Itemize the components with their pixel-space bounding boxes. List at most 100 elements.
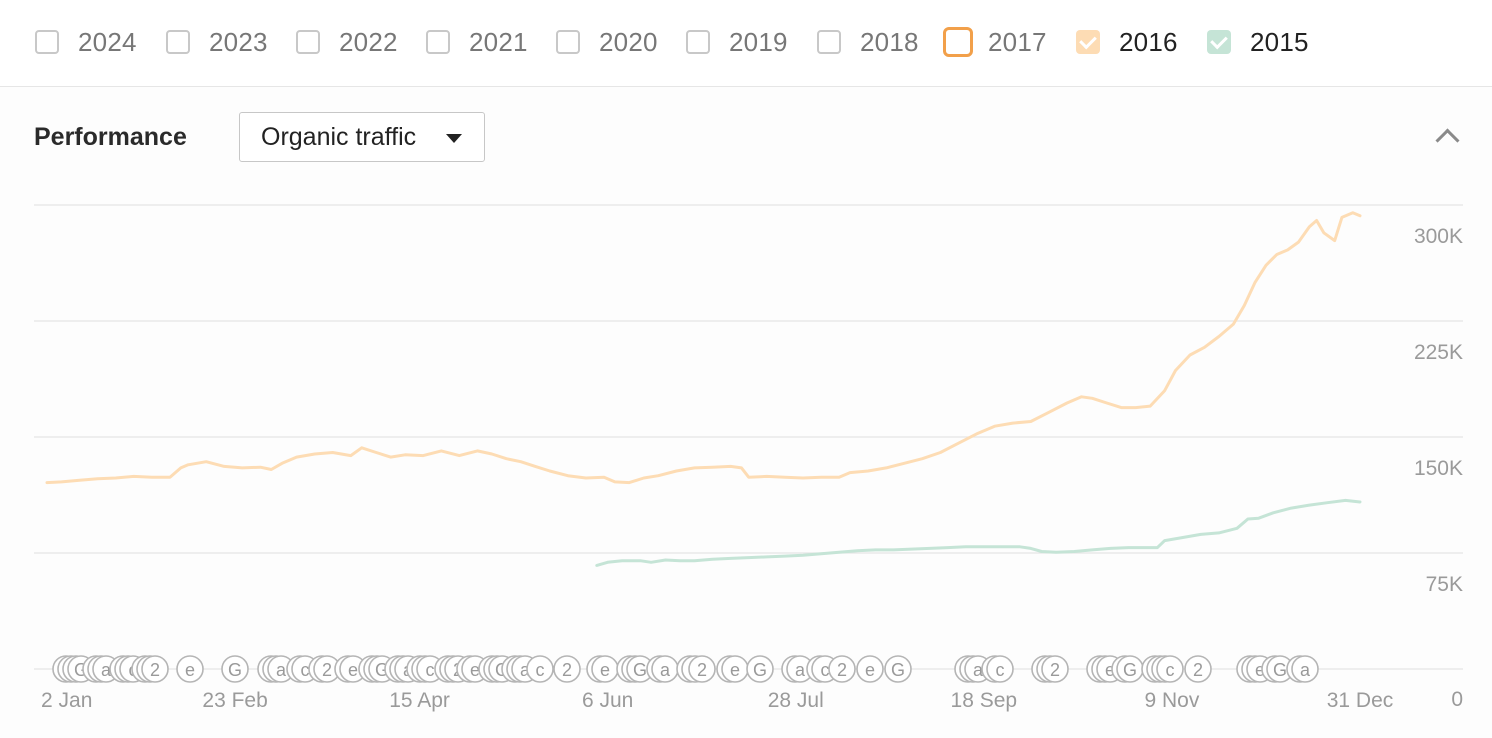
performance-panel [0, 87, 1492, 738]
y-tick-label: 150K [1414, 457, 1463, 480]
data-point-2015 [1182, 536, 1184, 539]
annotation-marker[interactable] [1184, 655, 1212, 683]
annotation-marker[interactable] [526, 655, 554, 683]
year-label-2016: 2016 [1119, 26, 1178, 57]
data-point-2016 [281, 462, 283, 465]
annotation-marker[interactable] [986, 655, 1014, 683]
data-point-2016 [476, 450, 479, 452]
year-checkbox-2021[interactable] [426, 30, 450, 54]
data-point-2016 [614, 481, 616, 483]
chevron-up-icon[interactable] [1432, 124, 1462, 150]
annotation-marker[interactable] [1291, 655, 1319, 683]
annotation-marker-label: a [1300, 660, 1311, 680]
annotation-marker[interactable] [553, 655, 581, 683]
data-point-2016 [187, 464, 189, 466]
annotation-marker-label: G [228, 660, 242, 680]
year-checkbox-2023[interactable] [166, 30, 190, 54]
annotation-marker-label: 2 [150, 660, 160, 680]
year-toggle-2022[interactable]: 2022 [296, 27, 398, 57]
metric-dropdown-label: Organic traffic [261, 122, 417, 151]
data-point-2015 [679, 559, 681, 562]
annotation-marker-label: e [185, 660, 195, 680]
year-toggle-2019[interactable]: 2019 [686, 27, 788, 57]
data-point-2016 [1323, 232, 1325, 234]
data-point-2016 [259, 466, 262, 469]
y-tick-label: 225K [1414, 341, 1463, 364]
data-point-2015 [606, 561, 609, 564]
annotation-marker[interactable] [221, 655, 249, 683]
data-point-2015 [1236, 527, 1238, 530]
data-point-2015 [747, 556, 750, 559]
data-point-2015 [596, 564, 598, 567]
data-point-2016 [1134, 406, 1137, 409]
x-tick-label: 6 Jun [582, 689, 633, 712]
annotation-marker-label: a [973, 660, 984, 680]
data-point-2015 [802, 554, 804, 557]
year-toggle-2021[interactable]: 2021 [426, 27, 528, 57]
year-toggle-2020[interactable]: 2020 [556, 27, 658, 57]
year-checkbox-2024[interactable] [35, 30, 59, 54]
data-point-2016 [270, 468, 273, 471]
annotation-marker[interactable] [176, 655, 204, 683]
annotation-marker[interactable] [141, 655, 169, 683]
annotation-marker-label: G [1123, 660, 1137, 680]
data-point-2016 [1286, 249, 1289, 251]
annotation-marker-label: c [426, 660, 435, 680]
data-point-2016 [1341, 216, 1343, 219]
checkmark-icon [1079, 31, 1097, 50]
data-point-2015 [874, 549, 877, 551]
data-point-2016 [1030, 420, 1032, 423]
data-point-2016 [693, 467, 696, 469]
year-checkbox-2017[interactable] [943, 27, 973, 57]
data-point-2015 [983, 546, 985, 548]
data-point-2015 [1218, 532, 1220, 534]
data-point-2016 [389, 456, 392, 458]
data-point-2016 [520, 460, 522, 463]
annotation-marker[interactable] [1041, 655, 1069, 683]
data-point-2016 [747, 476, 750, 479]
data-point-2016 [867, 470, 869, 472]
year-toggle-2015[interactable]: 2015 [1207, 27, 1309, 57]
annotation-marker[interactable] [856, 655, 884, 683]
annotation-marker-label: a [660, 660, 671, 680]
year-checkbox-2015[interactable] [1207, 30, 1231, 54]
annotation-marker-label: a [276, 660, 287, 680]
series-line-2015 [595, 498, 1362, 567]
year-checkbox-2022[interactable] [296, 30, 320, 54]
year-toggle-2023[interactable]: 2023 [166, 27, 268, 57]
year-toggle-2016[interactable]: 2016 [1076, 27, 1178, 57]
data-point-2016 [766, 475, 768, 478]
annotation-marker[interactable] [746, 655, 774, 683]
data-point-2016 [1359, 215, 1361, 217]
data-point-2016 [1012, 422, 1014, 424]
annotation-marker-label: G [1273, 660, 1287, 680]
data-point-2016 [1243, 304, 1246, 307]
year-label-2018: 2018 [860, 26, 919, 57]
x-tick-label: 23 Feb [202, 689, 267, 712]
annotation-marker[interactable] [1156, 655, 1184, 683]
year-checkbox-2020[interactable] [556, 30, 580, 54]
metric-dropdown[interactable]: Organic traffic [239, 112, 485, 162]
annotation-marker[interactable] [884, 655, 912, 683]
annotation-marker[interactable] [688, 655, 716, 683]
year-toggle-2017[interactable]: 2017 [943, 27, 1047, 57]
data-point-2015 [1019, 546, 1021, 548]
data-point-2015 [1200, 533, 1202, 536]
data-point-2015 [639, 559, 641, 562]
data-point-2015 [1308, 504, 1311, 506]
data-point-2016 [849, 471, 851, 474]
year-checkbox-2018[interactable] [817, 30, 841, 54]
annotation-marker[interactable] [828, 655, 856, 683]
annotation-marker-label: G [633, 660, 647, 680]
year-toggle-2024[interactable]: 2024 [35, 27, 137, 57]
data-point-2015 [856, 549, 858, 552]
year-label-2020: 2020 [599, 26, 658, 57]
data-point-2016 [78, 479, 81, 482]
data-point-2016 [180, 467, 182, 469]
panel-title: Performance [34, 123, 187, 151]
year-checkbox-2016[interactable] [1076, 30, 1100, 54]
year-toggle-2018[interactable]: 2018 [817, 27, 919, 57]
data-point-2016 [114, 477, 117, 479]
data-point-2016 [628, 481, 631, 484]
year-checkbox-2019[interactable] [686, 30, 710, 54]
